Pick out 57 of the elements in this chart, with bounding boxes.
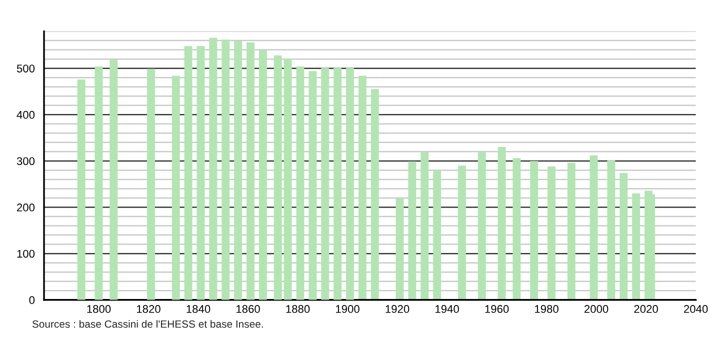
bar [209, 38, 218, 300]
bar [620, 172, 628, 300]
bar [370, 89, 379, 300]
x-tick-label: 1980 [535, 305, 558, 313]
x-tick-label: 1820 [136, 305, 160, 313]
bar [321, 68, 330, 300]
y-tick-label: 100 [17, 250, 35, 258]
y-tick-label: 500 [16, 64, 35, 72]
bar [172, 76, 180, 300]
bar [274, 55, 282, 300]
y-tick-label: 400 [16, 110, 35, 119]
x-tick-label: 2020 [634, 305, 658, 313]
x-tick-label: 1880 [286, 305, 310, 313]
bar [308, 71, 317, 300]
bar [644, 190, 653, 300]
bar [530, 160, 538, 300]
x-tick-label: 1920 [386, 305, 410, 313]
bar [94, 66, 103, 300]
bar [284, 58, 292, 300]
bar [196, 46, 205, 300]
bar [420, 152, 429, 300]
bar [258, 50, 267, 300]
x-tick-label: 1860 [236, 305, 260, 313]
bar [77, 79, 86, 300]
bar [234, 41, 242, 300]
y-tick-label: 0 [29, 296, 35, 304]
bar [408, 161, 416, 300]
bar [458, 166, 466, 300]
y-tick-label: 300 [16, 157, 35, 166]
x-tick-label: 1960 [485, 305, 509, 313]
bar [567, 162, 576, 300]
bar [222, 40, 230, 300]
bar [632, 193, 640, 300]
bar [478, 152, 486, 300]
y-tick-label: 200 [17, 204, 35, 212]
bar [147, 68, 155, 300]
bar [512, 158, 521, 300]
x-tick-label: 2000 [584, 305, 608, 313]
bar [246, 42, 254, 300]
bar [184, 46, 192, 300]
x-tick-label: 1900 [336, 305, 360, 313]
x-tick-label: 1940 [436, 305, 459, 313]
source-note: Sources : base Cassini de l'EHESS et base Insee. [32, 320, 263, 328]
bar [334, 68, 342, 300]
bar [498, 147, 506, 300]
bar [548, 166, 556, 300]
x-tick-label: 1800 [87, 305, 111, 313]
bar [296, 66, 304, 300]
x-tick-label: 1840 [186, 305, 210, 313]
bar [358, 76, 366, 300]
bar [346, 68, 354, 300]
bar [110, 59, 118, 300]
bar [607, 160, 616, 300]
x-tick-label: 2040 [684, 305, 708, 313]
bar [590, 155, 598, 300]
bar [433, 170, 442, 300]
bar [396, 198, 404, 300]
